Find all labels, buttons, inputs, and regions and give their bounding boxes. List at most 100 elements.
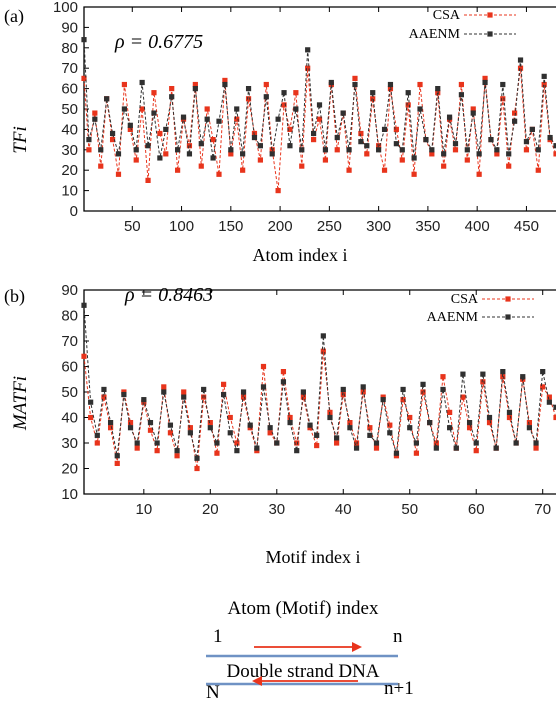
- panel-a-xtick-label: 250: [317, 218, 342, 235]
- panel-b-aaenm-point: [320, 333, 326, 339]
- panel-a-csa-point: [299, 163, 305, 169]
- panel-a-csa-point: [506, 163, 512, 169]
- panel-b-aaenm-point: [380, 397, 386, 403]
- panel-b-aaenm-point: [493, 445, 499, 451]
- panel-a-ytick-label: 100: [53, 0, 78, 16]
- panel-a-aaenm-point: [310, 130, 317, 137]
- panel-b-csa-point: [320, 348, 326, 354]
- panel-b-aaenm-point: [513, 440, 519, 446]
- panel-b-csa-point: [181, 389, 187, 395]
- panel-a-xtick-label: 150: [218, 218, 243, 235]
- panel-a-csa-point: [186, 143, 193, 149]
- panel-b-csa-point: [221, 381, 227, 387]
- panel-a-aaenm-point: [157, 155, 163, 161]
- panel-b-aaenm-point: [141, 397, 147, 403]
- panel-a-aaenm-point: [81, 37, 87, 43]
- panel-b-aaenm-line: [83, 305, 556, 459]
- panel-b-csa-point: [114, 460, 120, 466]
- panel-b-aaenm-point: [174, 448, 180, 454]
- panel-b-ytick-label: 10: [61, 486, 78, 503]
- panel-b-aaenm-point: [167, 422, 174, 428]
- legend-b-csa-label: CSA: [451, 292, 479, 307]
- panel-a-csa-point: [429, 151, 435, 157]
- panel-a-csa-point: [98, 163, 104, 169]
- panel-b-aaenm-point: [500, 369, 506, 375]
- panel-b-csa-point: [540, 384, 546, 390]
- panel-a-csa-point: [192, 81, 198, 88]
- panel-b-aaenm-point: [274, 440, 280, 446]
- panel-a-aaenm-point: [228, 147, 234, 153]
- panel-a-ytick-label: 50: [61, 101, 78, 118]
- panel-a-csa-point: [494, 151, 500, 157]
- schematic-middle: Double strand DNA: [226, 661, 379, 682]
- panel-b-aaenm-point: [427, 420, 433, 426]
- panel-b-aaenm-point: [101, 386, 107, 393]
- panel-a-aaenm-point: [92, 116, 98, 122]
- panel-a-aaenm-point: [104, 96, 110, 102]
- schematic-bottom-right: n+1: [384, 678, 414, 699]
- panel-a-csa-point: [281, 102, 287, 108]
- panel-a-csa-point: [334, 147, 340, 153]
- panel-b-csa-point: [373, 445, 380, 451]
- panel-a-aaenm-point: [98, 147, 104, 153]
- panel-b-aaenm-point: [347, 425, 353, 431]
- panel-a-aaenm-point: [234, 106, 240, 112]
- panel-b-aaenm-point: [260, 384, 267, 390]
- panel-a-ytick-label: 0: [70, 203, 78, 220]
- panel-a-csa-point: [210, 137, 216, 143]
- panel-b-csa-point: [400, 397, 406, 403]
- panel-b-aaenm-point: [400, 386, 406, 393]
- panel-a-aaenm-point: [547, 134, 553, 141]
- panel-b-aaenm-point: [194, 455, 200, 461]
- panel-b-aaenm-point: [227, 430, 233, 436]
- panel-b-aaenm-point: [214, 440, 220, 446]
- panel-a-xtick-label: 200: [268, 218, 293, 235]
- panel-b-aaenm-point: [520, 374, 526, 380]
- panel-b-aaenm-point: [121, 391, 127, 398]
- panel-a-aaenm-point: [145, 143, 151, 149]
- panel-a-aaenm-point: [512, 118, 518, 124]
- panel-a-csa-point: [452, 147, 459, 153]
- panel-b-csa-point: [334, 440, 340, 446]
- panel-b-csa-point: [340, 391, 346, 398]
- panel-a-aaenm-point: [517, 57, 524, 63]
- panel-b-xlabel: Motif index i: [266, 547, 361, 567]
- panel-a-aaenm-point: [393, 141, 399, 147]
- panel-a-csa-point: [458, 81, 465, 88]
- panel-a-aaenm-point: [429, 147, 435, 153]
- panel-a-ytick-label: 30: [61, 142, 78, 159]
- panel-b-aaenm-point: [486, 414, 493, 421]
- panel-b-csa-point: [81, 353, 87, 359]
- panel-b-csa-point: [466, 425, 473, 431]
- panel-a-ytick-label: 10: [61, 183, 78, 200]
- panel-a-ytick-label: 40: [61, 121, 78, 138]
- panel-a-aaenm-point: [204, 116, 210, 122]
- panel-a-csa-point: [346, 167, 352, 173]
- panel-a-csa-point: [417, 81, 423, 88]
- panel-b-legend-csa-marker: [505, 296, 511, 302]
- panel-b-aaenm-point: [234, 448, 240, 454]
- panel-b-csa-point: [161, 384, 167, 390]
- panel-b-aaenm-point: [407, 425, 413, 431]
- panel-a-aaenm-point: [529, 126, 535, 132]
- panel-a-csa-point: [411, 171, 417, 177]
- panel-b-csa-point: [486, 420, 493, 426]
- panel-a-ytick-label: 90: [61, 19, 78, 36]
- panel-b-aaenm-point: [294, 448, 300, 454]
- panel-b-aaenm-point: [433, 445, 439, 451]
- panel-b-plot: 10 20 30 40 50 60 70 80 90 10 20 30 40 50 60 70: [61, 282, 556, 518]
- panel-a-csa-point: [92, 110, 98, 116]
- panel-b-aaenm-point: [201, 386, 207, 393]
- panel-a-aaenm-point: [109, 130, 116, 137]
- panel-a-csa-point: [316, 116, 323, 122]
- panel-b-aaenm-point: [221, 391, 227, 398]
- panel-b-aaenm-point: [314, 432, 320, 438]
- panel-a-aaenm-point: [452, 141, 459, 147]
- panel-a-csa-point: [228, 151, 234, 157]
- panel-b-csa-point: [460, 394, 466, 400]
- panel-a-aaenm-point: [423, 137, 429, 143]
- panel-a-aaenm-point: [127, 122, 133, 128]
- panel-b-csa-point: [214, 450, 220, 456]
- panel-b-aaenm-point: [300, 389, 306, 395]
- panel-b-csa-point: [134, 445, 140, 451]
